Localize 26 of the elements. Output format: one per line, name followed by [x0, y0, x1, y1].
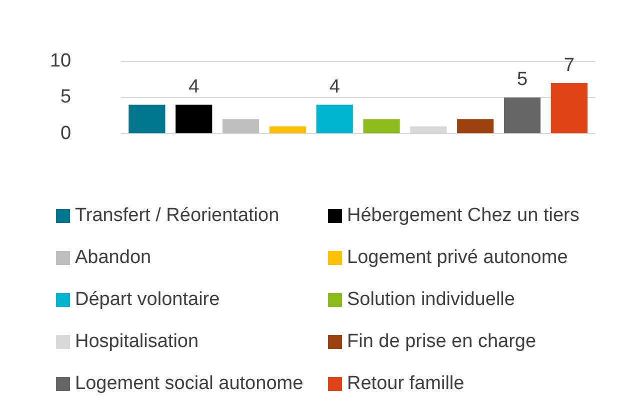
- data-label: 5: [516, 69, 528, 90]
- legend-label: Hospitalisation: [75, 331, 199, 353]
- legend-label: Logement social autonome: [75, 373, 304, 395]
- bar: [504, 98, 541, 134]
- bar: [176, 104, 212, 134]
- legend-label: Solution individuelle: [347, 289, 515, 311]
- y-tick-label: 10: [50, 50, 72, 72]
- bar: [457, 119, 494, 134]
- data-label: 4: [188, 76, 200, 98]
- data-label: 4: [329, 76, 340, 98]
- legend-label: Hébergement Chez un tiers: [347, 205, 580, 227]
- bar: [128, 104, 166, 134]
- y-tick-label: 0: [60, 122, 72, 144]
- legend-label: Fin de prise en charge: [347, 331, 536, 353]
- bar: [550, 83, 588, 134]
- legend-label: Abandon: [75, 247, 152, 269]
- bar: [363, 119, 400, 134]
- legend-label: Logement privé autonome: [347, 247, 568, 269]
- legend-label: Départ volontaire: [75, 289, 220, 311]
- legend-label: Retour famille: [347, 373, 464, 395]
- bar: [316, 104, 353, 134]
- bar: [269, 126, 306, 134]
- data-label: 7: [564, 54, 574, 76]
- legend-label: Transfert / Réorientation: [75, 205, 280, 227]
- y-tick-label: 5: [60, 86, 72, 108]
- bar: [222, 119, 260, 134]
